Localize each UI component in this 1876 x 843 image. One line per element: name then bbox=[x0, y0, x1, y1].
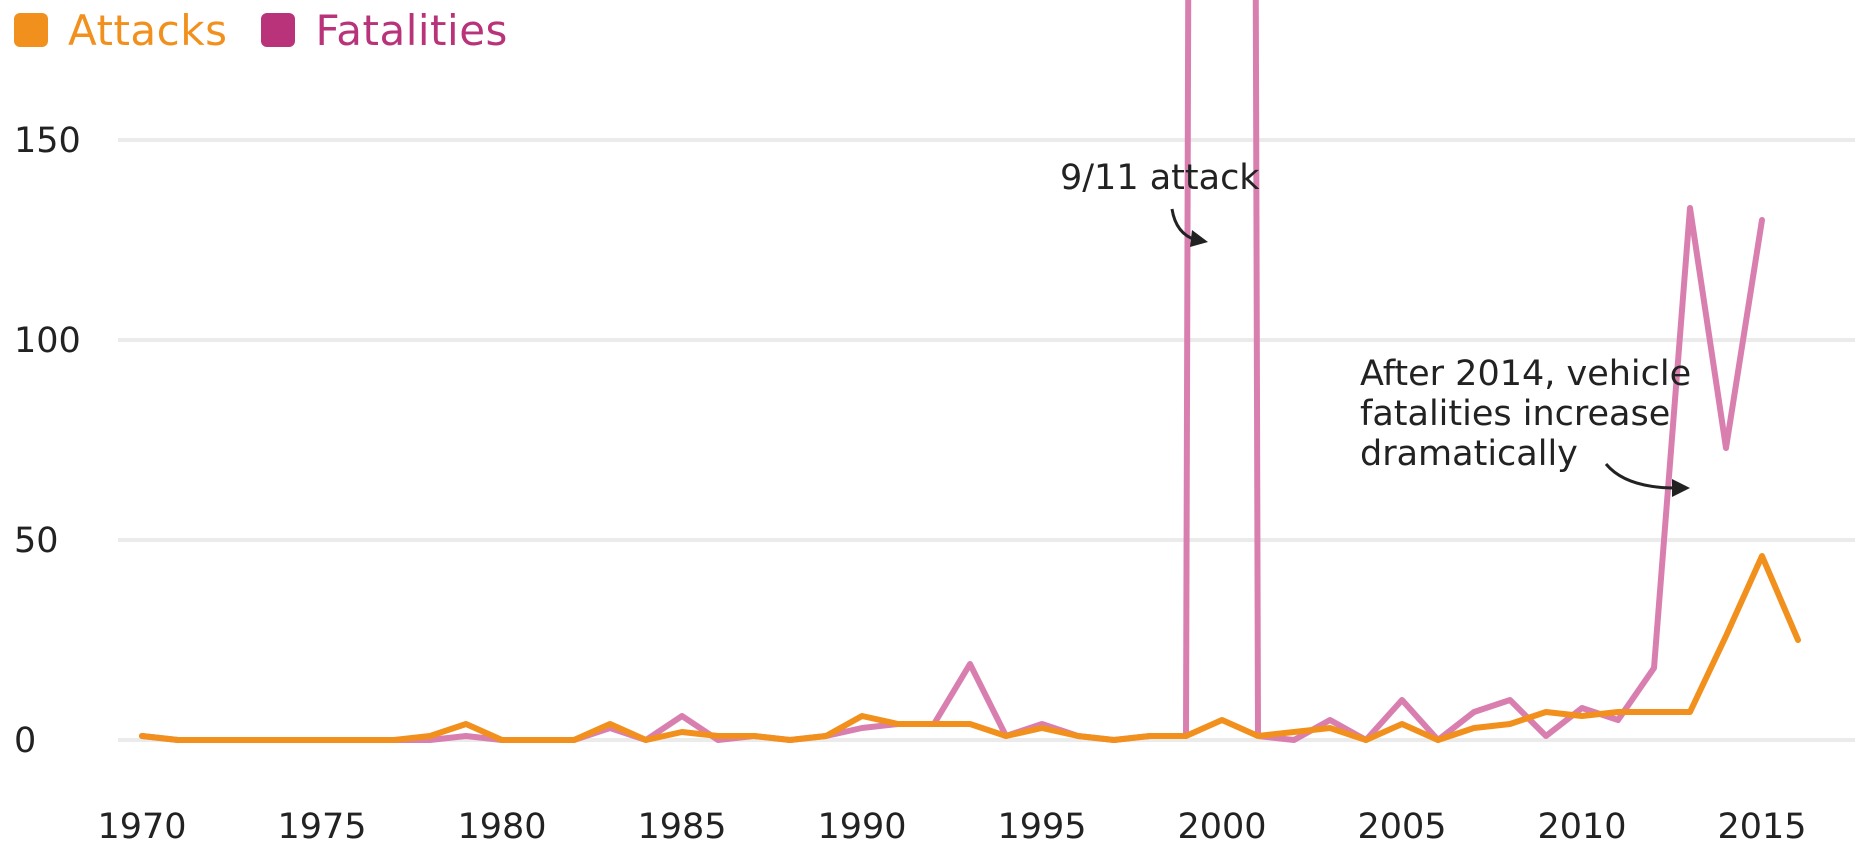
x-tick-label-2010: 2010 bbox=[1537, 807, 1626, 843]
y-tick-label-150: 150 bbox=[14, 121, 81, 161]
legend-item-fatalities: Fatalities bbox=[261, 6, 507, 55]
y-axis-tick-labels: 0 50 100 150 bbox=[14, 121, 81, 761]
y-tick-label-100: 100 bbox=[14, 321, 81, 361]
annotation-arrow-vehicle bbox=[1604, 463, 1677, 490]
x-axis-tick-labels: 1970 1975 1980 1985 1990 1995 2000 2005 2010 2015 bbox=[97, 807, 1806, 843]
x-tick-label-1970: 1970 bbox=[97, 807, 186, 843]
x-tick-label-2000: 2000 bbox=[1177, 807, 1266, 843]
x-tick-label-1985: 1985 bbox=[637, 807, 726, 843]
y-tick-label-0: 0 bbox=[14, 721, 36, 761]
x-tick-label-2015: 2015 bbox=[1717, 807, 1806, 843]
legend-label-attacks: Attacks bbox=[68, 5, 228, 55]
x-tick-label-1995: 1995 bbox=[997, 807, 1086, 843]
annotation-arrowhead-9-11 bbox=[1190, 230, 1208, 247]
x-tick-label-1975: 1975 bbox=[277, 807, 366, 843]
chart-legend: Attacks Fatalities bbox=[14, 2, 542, 58]
annotation-vehicle-line-3: dramatically bbox=[1360, 434, 1578, 474]
legend-swatch-attacks bbox=[14, 13, 48, 47]
legend-swatch-fatalities bbox=[261, 13, 296, 47]
series-lines bbox=[139, 0, 1801, 743]
series-line-attacks bbox=[139, 553, 1801, 743]
legend-item-attacks: Attacks bbox=[14, 6, 227, 55]
x-tick-label-1990: 1990 bbox=[817, 807, 906, 843]
legend-label-fatalities: Fatalities bbox=[315, 5, 508, 55]
annotation-9-11: 9/11 attack bbox=[1060, 158, 1260, 198]
annotation-vehicle-line-2: fatalities increase bbox=[1360, 394, 1670, 434]
annotation-vehicle-line-1: After 2014, vehicle bbox=[1360, 354, 1691, 394]
x-tick-label-2005: 2005 bbox=[1357, 807, 1446, 843]
y-tick-label-50: 50 bbox=[14, 521, 59, 561]
x-tick-label-1980: 1980 bbox=[457, 807, 546, 843]
annotation-arrowhead-vehicle bbox=[1672, 479, 1690, 497]
gridlines bbox=[118, 138, 1855, 742]
annotations: 9/11 attack After 2014, vehiclefatalities… bbox=[1060, 158, 1691, 497]
